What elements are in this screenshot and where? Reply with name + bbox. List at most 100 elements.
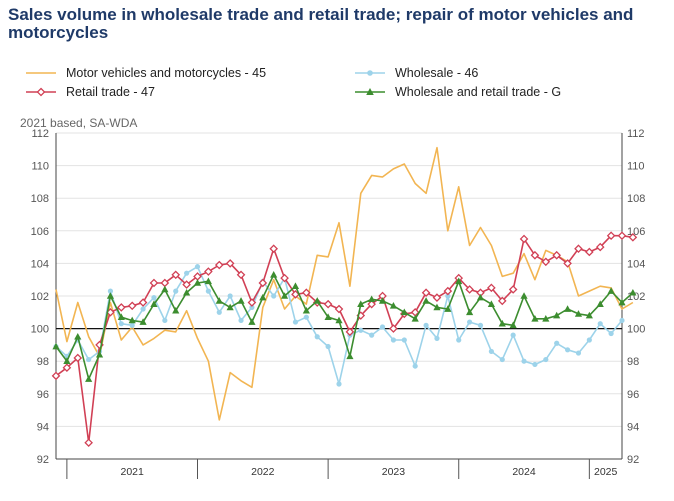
y-tick-label-right: 110 bbox=[627, 161, 645, 173]
y-tick-label-left: 92 bbox=[37, 454, 49, 466]
data-point bbox=[497, 296, 507, 306]
data-point bbox=[574, 310, 583, 317]
legend-item-retail[interactable]: Retail trade - 47 bbox=[26, 83, 155, 101]
x-tick-label: 2023 bbox=[382, 466, 406, 478]
data-point bbox=[422, 297, 430, 304]
series-line bbox=[55, 265, 623, 385]
data-point bbox=[411, 315, 419, 322]
data-point bbox=[183, 288, 191, 296]
y-tick-label-left: 112 bbox=[31, 128, 49, 140]
data-point bbox=[530, 250, 540, 260]
data-point bbox=[368, 295, 376, 303]
x-tick-label: 2022 bbox=[251, 466, 275, 478]
data-point bbox=[214, 260, 224, 270]
data-point bbox=[62, 363, 72, 373]
data-point bbox=[314, 334, 320, 340]
data-point bbox=[585, 311, 593, 319]
y-tick-label-right: 100 bbox=[627, 324, 645, 336]
data-point bbox=[248, 318, 256, 325]
data-point bbox=[226, 303, 234, 311]
series-line bbox=[55, 146, 634, 421]
data-point bbox=[542, 315, 550, 322]
series-group bbox=[52, 271, 637, 382]
data-point bbox=[423, 322, 429, 328]
data-point bbox=[335, 316, 343, 324]
data-point bbox=[574, 244, 583, 254]
data-point bbox=[73, 353, 83, 363]
data-point bbox=[216, 309, 222, 315]
data-point bbox=[182, 280, 191, 289]
data-point bbox=[476, 293, 485, 301]
data-point bbox=[389, 324, 398, 333]
data-point bbox=[465, 285, 474, 294]
x-tick-label: 2021 bbox=[121, 466, 145, 478]
data-point bbox=[618, 298, 626, 306]
legend-line-icon bbox=[26, 72, 56, 74]
data-point bbox=[118, 321, 124, 327]
data-point bbox=[313, 297, 321, 304]
y-tick-label-right: 92 bbox=[627, 454, 639, 466]
data-point bbox=[162, 317, 168, 324]
data-point bbox=[554, 340, 560, 346]
data-point bbox=[205, 288, 211, 294]
data-point bbox=[563, 305, 572, 312]
data-point bbox=[543, 356, 549, 363]
data-point bbox=[139, 318, 147, 325]
data-point bbox=[628, 233, 638, 242]
x-tick-label: 2025 bbox=[594, 466, 618, 478]
data-point bbox=[455, 277, 463, 285]
y-tick-label-right: 98 bbox=[627, 356, 639, 368]
legend-item-wholesale-retail[interactable]: Wholesale and retail trade - G bbox=[355, 83, 561, 101]
legend-diamond-marker-icon bbox=[26, 87, 56, 97]
data-point bbox=[171, 270, 181, 280]
data-point bbox=[629, 288, 637, 296]
data-point bbox=[608, 330, 614, 337]
y-tick-label-left: 98 bbox=[37, 356, 49, 368]
data-point bbox=[127, 301, 137, 311]
data-point bbox=[215, 297, 223, 304]
data-point bbox=[357, 300, 365, 307]
data-point bbox=[193, 279, 202, 286]
legend-label: Retail trade - 47 bbox=[66, 85, 155, 99]
data-point bbox=[389, 301, 398, 309]
y-tick-label-right: 104 bbox=[627, 258, 645, 270]
data-point bbox=[390, 337, 397, 343]
data-point bbox=[225, 259, 235, 268]
data-point bbox=[445, 293, 451, 299]
data-point bbox=[358, 327, 364, 333]
legend-item-wholesale[interactable]: Wholesale - 46 bbox=[355, 64, 478, 82]
data-point bbox=[466, 308, 474, 316]
y-tick-label-left: 108 bbox=[31, 193, 49, 205]
data-point bbox=[150, 300, 158, 307]
data-point bbox=[487, 300, 495, 307]
series-line bbox=[55, 273, 634, 380]
data-point bbox=[421, 288, 431, 298]
data-point bbox=[86, 356, 92, 363]
y-tick-label-left: 104 bbox=[31, 258, 49, 270]
data-point bbox=[324, 313, 332, 320]
data-point bbox=[336, 381, 342, 387]
data-point bbox=[140, 306, 146, 312]
legend-item-motor-vehicles[interactable]: Motor vehicles and motorcycles - 45 bbox=[26, 64, 266, 82]
legend-label: Wholesale and retail trade - G bbox=[395, 85, 562, 99]
y-tick-label-left: 102 bbox=[31, 291, 49, 303]
data-point bbox=[345, 327, 355, 337]
data-point bbox=[606, 231, 616, 241]
data-point bbox=[367, 299, 376, 309]
data-point bbox=[531, 315, 539, 322]
data-point bbox=[194, 264, 201, 270]
data-point bbox=[520, 292, 528, 299]
data-point bbox=[173, 288, 179, 294]
data-point bbox=[510, 332, 516, 338]
legend-circle-marker-icon bbox=[355, 70, 385, 76]
x-tick-label: 2024 bbox=[512, 466, 536, 478]
data-point bbox=[378, 297, 387, 304]
y-tick-label-right: 108 bbox=[627, 193, 645, 205]
data-point bbox=[379, 324, 386, 330]
data-point bbox=[51, 371, 61, 381]
y-tick-label-left: 106 bbox=[31, 226, 49, 238]
data-point bbox=[553, 311, 561, 319]
data-point bbox=[575, 350, 582, 356]
data-point bbox=[269, 244, 279, 254]
